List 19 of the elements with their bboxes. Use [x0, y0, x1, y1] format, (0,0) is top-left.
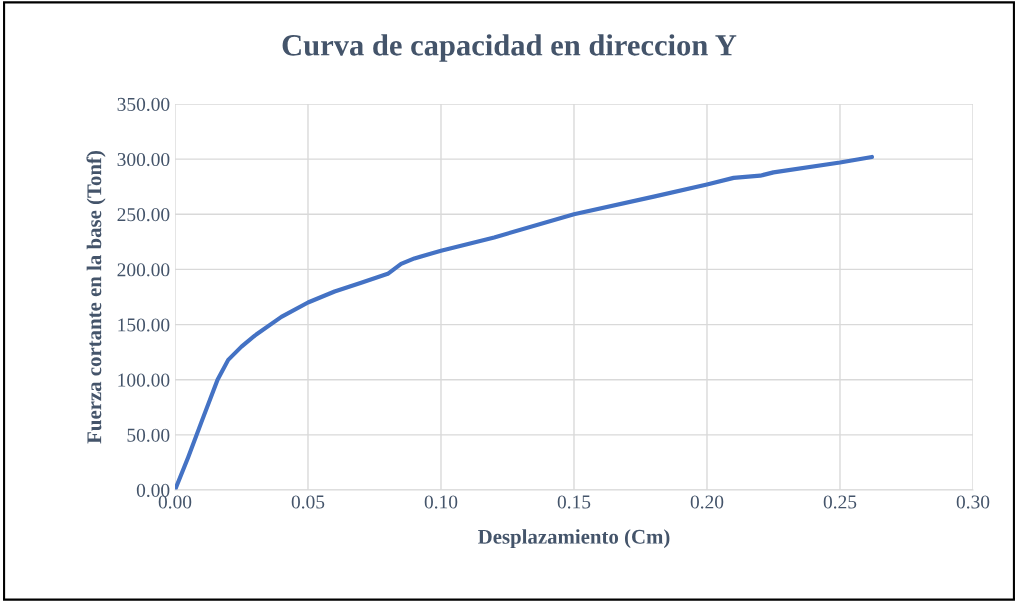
line-series: [175, 154, 875, 490]
y-tick-label: 0.00: [136, 483, 170, 498]
y-axis-title: Fuerza cortante en la base (Tonf): [86, 151, 106, 444]
x-tick-label: 0.20: [690, 495, 724, 509]
y-tick-label: 50.00: [127, 428, 170, 442]
x-tick-label: 0.30: [956, 495, 990, 509]
y-tick-label: 200.00: [117, 263, 170, 277]
x-tick-label: 0.10: [424, 495, 458, 509]
x-tick-label: 0.00: [158, 495, 192, 509]
y-tick-label: 250.00: [117, 208, 170, 222]
x-tick-label: 0.05: [291, 495, 325, 509]
x-tick-label: 0.25: [823, 495, 857, 509]
y-tick-label: 300.00: [117, 152, 170, 167]
y-tick-label: 350.00: [117, 97, 170, 112]
y-tick-label: 100.00: [118, 373, 170, 387]
x-axis-title: Desplazamiento (Cm): [478, 529, 670, 549]
x-tick-label: 0.15: [557, 495, 591, 509]
chart-title: Curva de capacidad en direccion Y: [282, 34, 737, 62]
y-tick-label: 150.00: [118, 318, 170, 332]
